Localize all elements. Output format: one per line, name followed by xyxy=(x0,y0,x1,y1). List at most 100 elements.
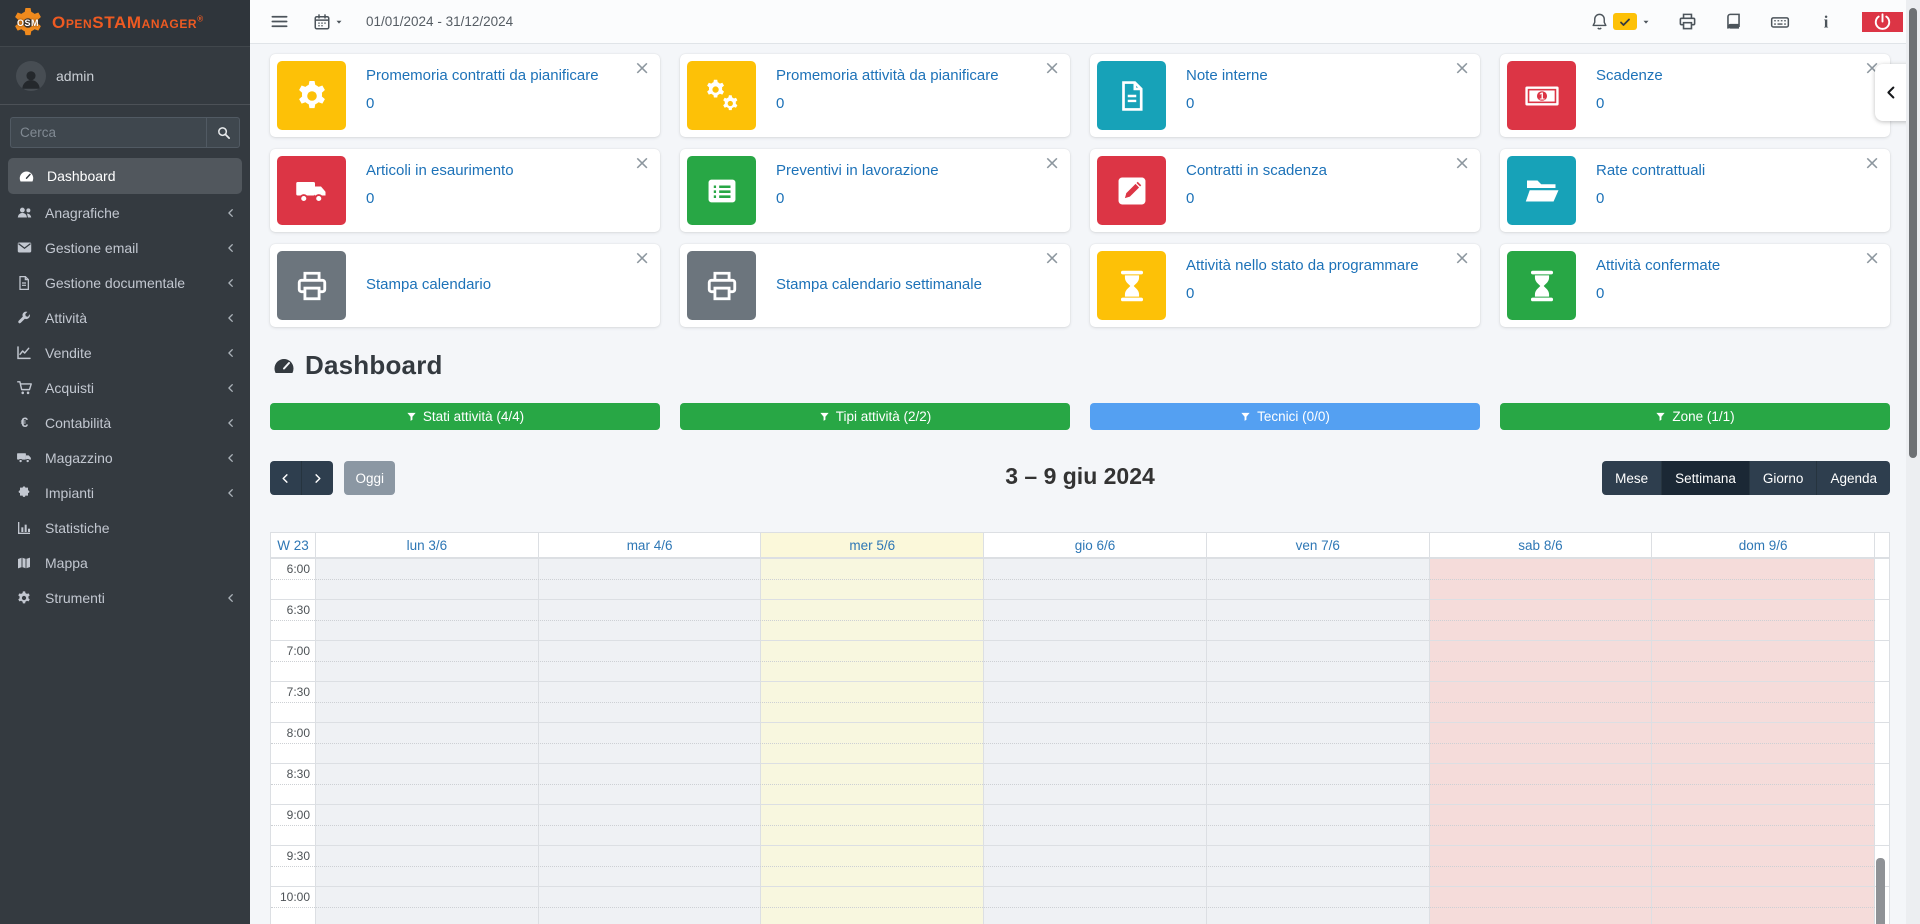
calendar-slot[interactable] xyxy=(1206,723,1430,763)
calendar-slot[interactable] xyxy=(316,805,539,845)
sidebar-item-attivita[interactable]: Attività xyxy=(0,300,250,335)
close-icon[interactable]: × xyxy=(1044,57,1060,79)
print-button[interactable] xyxy=(1678,12,1697,31)
calendar-slot[interactable] xyxy=(761,723,985,763)
sidebar-item-dashboard[interactable]: Dashboard xyxy=(8,158,242,194)
close-icon[interactable]: × xyxy=(1044,152,1060,174)
logout-button[interactable] xyxy=(1862,11,1903,32)
close-icon[interactable]: × xyxy=(1864,247,1880,269)
day-header-gio[interactable]: gio 6/6 xyxy=(984,533,1207,557)
calendar-slot[interactable] xyxy=(538,641,762,681)
calendar-slot[interactable] xyxy=(984,723,1207,763)
close-icon[interactable]: × xyxy=(634,247,650,269)
calendar-slot[interactable] xyxy=(316,764,539,804)
calendar-slot[interactable] xyxy=(316,723,539,763)
sidebar-item-acquisti[interactable]: Acquisti xyxy=(0,370,250,405)
calendar-slot[interactable] xyxy=(984,805,1207,845)
calendar-slot[interactable] xyxy=(984,600,1207,640)
calendar-slot[interactable] xyxy=(761,887,985,924)
calendar-slot[interactable] xyxy=(761,682,985,722)
sidebar-item-vendite[interactable]: Vendite xyxy=(0,335,250,370)
calendar-slot[interactable] xyxy=(1652,682,1876,722)
calendar-slot[interactable] xyxy=(761,641,985,681)
page-scrollbar[interactable] xyxy=(1906,0,1920,924)
day-header-sab[interactable]: sab 8/6 xyxy=(1430,533,1653,557)
filter-zone-button[interactable]: Zone (1/1) xyxy=(1500,403,1890,430)
calendar-slot[interactable] xyxy=(538,805,762,845)
brand[interactable]: OSM OpenSTAManager® xyxy=(0,0,250,47)
day-header-mer-today[interactable]: mer 5/6 xyxy=(761,533,985,557)
widget-title[interactable]: Contratti in scadenza xyxy=(1186,162,1327,179)
widget-title[interactable]: Articoli in esaurimento xyxy=(366,162,514,179)
calendar-slot[interactable] xyxy=(1652,600,1876,640)
info-button[interactable] xyxy=(1817,13,1835,31)
calendar-slot[interactable] xyxy=(984,682,1207,722)
view-mese-button[interactable]: Mese xyxy=(1602,461,1662,495)
page-scrollbar-thumb[interactable] xyxy=(1909,8,1917,458)
close-icon[interactable]: × xyxy=(1454,57,1470,79)
calendar-slot[interactable] xyxy=(1429,559,1653,599)
calendar-slot[interactable] xyxy=(1206,764,1430,804)
calendar-slot[interactable] xyxy=(761,600,985,640)
calendar-slot[interactable] xyxy=(1652,559,1876,599)
close-icon[interactable]: × xyxy=(1044,247,1060,269)
calendar-slot[interactable] xyxy=(1429,682,1653,722)
search-input[interactable] xyxy=(10,117,206,148)
calendar-slot[interactable] xyxy=(761,805,985,845)
view-agenda-button[interactable]: Agenda xyxy=(1816,461,1890,495)
widget-title[interactable]: Rate contrattuali xyxy=(1596,162,1706,179)
calendar-slot[interactable] xyxy=(761,559,985,599)
widget-title[interactable]: Preventivi in lavorazione xyxy=(776,162,939,179)
calendar-slot[interactable] xyxy=(984,764,1207,804)
close-icon[interactable]: × xyxy=(1864,152,1880,174)
calendar-slot[interactable] xyxy=(1652,723,1876,763)
search-button[interactable] xyxy=(206,117,240,148)
calendar-slot[interactable] xyxy=(1206,887,1430,924)
close-icon[interactable]: × xyxy=(1454,247,1470,269)
calendar-scrollbar-thumb[interactable] xyxy=(1876,858,1885,924)
calendar-slot[interactable] xyxy=(1206,559,1430,599)
sidebar-item-contabilita[interactable]: Contabilità xyxy=(0,405,250,440)
week-number[interactable]: W 23 xyxy=(271,533,316,557)
widget-title[interactable]: Attività confermate xyxy=(1596,257,1721,274)
notifications-menu[interactable] xyxy=(1590,12,1651,31)
day-header-ven[interactable]: ven 7/6 xyxy=(1207,533,1430,557)
widget-title[interactable]: Stampa calendario settimanale xyxy=(776,276,982,294)
calendar-slot[interactable] xyxy=(316,682,539,722)
calendar-prev-button[interactable] xyxy=(270,461,301,495)
day-header-dom[interactable]: dom 9/6 xyxy=(1652,533,1876,557)
sidebar-item-statistiche[interactable]: Statistiche xyxy=(0,510,250,545)
calendar-slot[interactable] xyxy=(1429,764,1653,804)
day-header-lun[interactable]: lun 3/6 xyxy=(316,533,539,557)
view-settimana-button[interactable]: Settimana xyxy=(1661,461,1749,495)
widget-title[interactable]: Promemoria contratti da pianificare xyxy=(366,67,599,84)
filter-stati-attivita-button[interactable]: Stati attività (4/4) xyxy=(270,403,660,430)
calendar-slot[interactable] xyxy=(1652,641,1876,681)
calendar-slot[interactable] xyxy=(984,846,1207,886)
calendar-slot[interactable] xyxy=(538,723,762,763)
view-giorno-button[interactable]: Giorno xyxy=(1748,461,1817,495)
calendar-slot[interactable] xyxy=(316,887,539,924)
calendar-slot[interactable] xyxy=(316,846,539,886)
calendar-slot[interactable] xyxy=(1429,600,1653,640)
calendar-slot[interactable] xyxy=(1206,805,1430,845)
sidebar-item-gestione-documentale[interactable]: Gestione documentale xyxy=(0,265,250,300)
calendar-slot[interactable] xyxy=(984,559,1207,599)
widget-title[interactable]: Stampa calendario xyxy=(366,276,492,294)
sidebar-item-anagrafiche[interactable]: Anagrafiche xyxy=(0,195,250,230)
widget-title[interactable]: Promemoria attività da pianificare xyxy=(776,67,999,84)
calendar-slot[interactable] xyxy=(1429,887,1653,924)
calendar-slot[interactable] xyxy=(1206,682,1430,722)
calendar-slot[interactable] xyxy=(538,682,762,722)
calendar-slot[interactable] xyxy=(1652,887,1876,924)
calendar-slot[interactable] xyxy=(1206,600,1430,640)
calendar-slot[interactable] xyxy=(1429,641,1653,681)
filter-tecnici-button[interactable]: Tecnici (0/0) xyxy=(1090,403,1480,430)
calendar-today-button[interactable]: Oggi xyxy=(344,461,395,495)
close-icon[interactable]: × xyxy=(634,57,650,79)
calendar-slot[interactable] xyxy=(1429,805,1653,845)
calendar-slot[interactable] xyxy=(316,559,539,599)
calendar-slot[interactable] xyxy=(761,846,985,886)
user-panel[interactable]: admin xyxy=(0,47,250,105)
sidebar-item-mappa[interactable]: Mappa xyxy=(0,545,250,580)
